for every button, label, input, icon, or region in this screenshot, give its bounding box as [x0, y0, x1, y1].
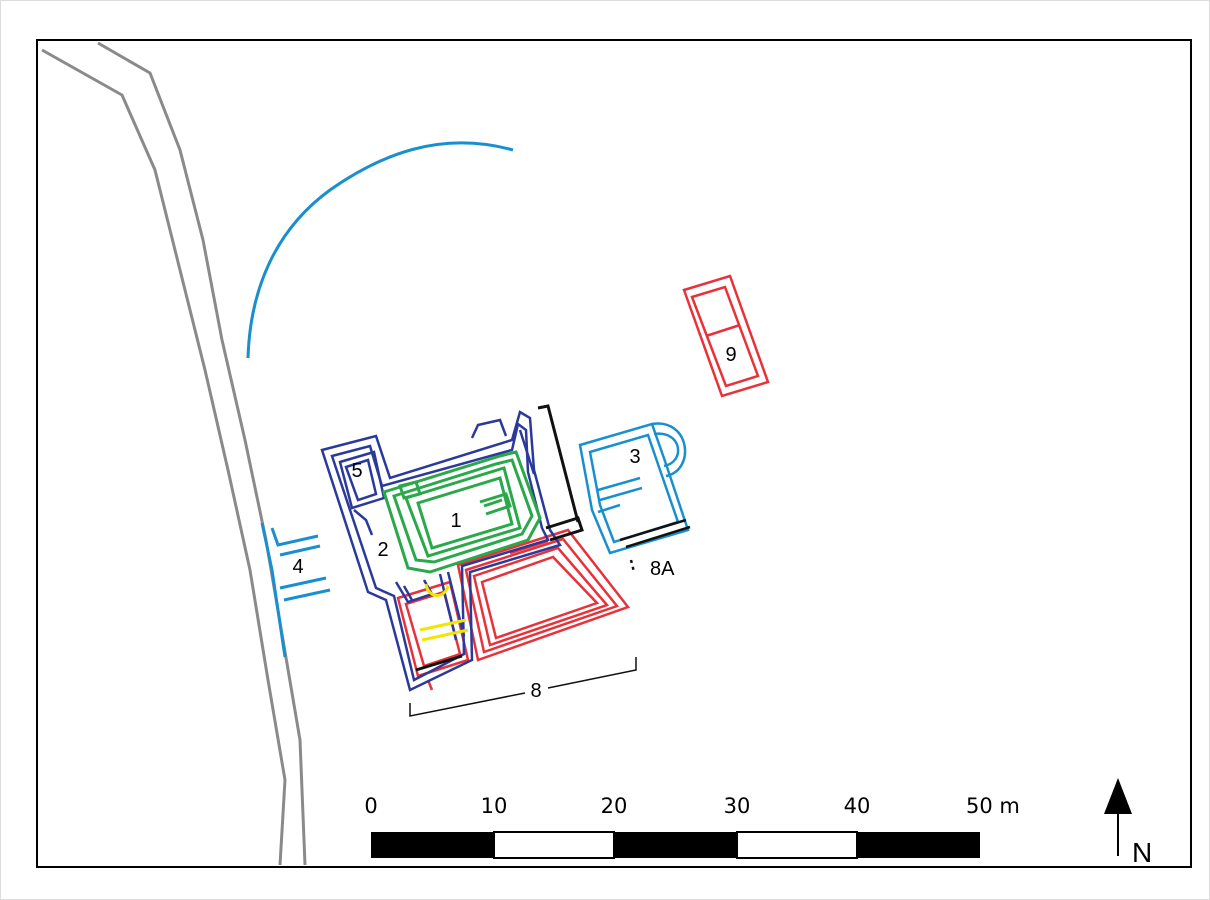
scale-tick-label: 40 [844, 794, 871, 818]
label-wall-8a: 8A [650, 558, 675, 580]
features-yellow [419, 583, 469, 642]
label-building-2: 2 [377, 539, 388, 561]
walls-black [415, 404, 584, 672]
enclosure-8-ring-4 [480, 555, 600, 640]
scale-segment-5 [857, 832, 980, 858]
complex-north-bay [470, 418, 508, 439]
scale-segment-2 [493, 831, 615, 859]
building-1-cella-inner [416, 476, 514, 550]
structure-4-spine [260, 522, 287, 658]
wall-8a-line-2 [619, 518, 687, 542]
building-5-room-inner [344, 458, 378, 502]
bracket-8-right [547, 657, 637, 689]
yellow-bar-2 [421, 628, 469, 642]
building-1-outer-2 [392, 458, 534, 564]
yellow-apse [424, 583, 450, 597]
wall-8a-line [625, 525, 691, 549]
complex-inner-wall [438, 573, 458, 641]
building-3-stub [597, 503, 621, 514]
building-3-partition-2 [599, 486, 643, 502]
scale-segment-3 [614, 832, 737, 858]
label-structure-4: 4 [292, 556, 303, 578]
building-3-partition [597, 476, 641, 492]
scale-tick-label: 50 m [966, 794, 1020, 818]
building-1-porch [398, 480, 422, 500]
enclosure-8-west [396, 580, 470, 678]
label-building-3: 3 [629, 446, 640, 468]
building-9 [682, 274, 770, 398]
north-label: N [1132, 837, 1152, 868]
black-wall-south [415, 654, 463, 672]
enclosure-8-ring-3 [472, 546, 610, 647]
building-3-apse-inner [653, 432, 680, 468]
scale-segment-1 [371, 832, 494, 858]
building-1-podium-line [483, 498, 503, 508]
complex-south-room-divider [402, 585, 414, 601]
scale-segment-4 [736, 831, 858, 859]
building-1-podium [479, 492, 512, 516]
bracket-8 [409, 657, 637, 717]
road-west-edge [41, 48, 287, 866]
structure-4-arm-3 [279, 576, 327, 590]
scale-tick-label: 30 [724, 794, 751, 818]
building-5-room [338, 450, 386, 510]
label-enclosure-8: 8 [530, 680, 541, 702]
label-building-9: 9 [725, 344, 736, 366]
north-arrow-icon: N [1104, 778, 1152, 868]
black-wall-corner [545, 516, 584, 542]
scale-tick-label: 0 [364, 794, 377, 818]
complex-navy-outer [320, 410, 562, 692]
building-9-outer [682, 274, 770, 398]
wall-8a-dash [629, 559, 636, 573]
building-9-inner [690, 285, 760, 388]
building-9-divider [705, 323, 741, 338]
road [41, 41, 307, 866]
structure-4 [260, 522, 331, 658]
scale-bar: 0 10 20 30 40 50 m [364, 794, 1020, 859]
building-1-cella [404, 466, 522, 558]
structure-4-arm-2 [279, 544, 321, 557]
building-3-apse [651, 422, 687, 478]
scale-tick-label: 10 [481, 794, 508, 818]
complex-inner-wall-2 [446, 571, 466, 637]
bracket-8-left [409, 692, 526, 717]
ditch-arc [246, 141, 514, 359]
enclosure-8-ring-2 [464, 537, 620, 654]
label-building-1: 1 [450, 510, 461, 532]
structure-4-arm-1 [270, 527, 319, 547]
complex-east-wall [518, 429, 536, 475]
building-1 [382, 450, 542, 574]
yellow-bar-1 [419, 618, 467, 632]
complex-navy-inner [330, 421, 550, 682]
enclosure-8-west-inner [404, 590, 462, 668]
building-1-outer [382, 450, 542, 574]
black-wall-east [537, 404, 580, 523]
structure-4-arm-4 [283, 588, 331, 602]
room-2-wall [353, 509, 374, 536]
road-east-edge [97, 41, 307, 866]
north-arrow-head [1104, 778, 1132, 814]
wall-8a [619, 518, 691, 573]
map-frame [36, 39, 1192, 868]
scale-tick-label: 20 [601, 794, 628, 818]
label-building-5: 5 [351, 460, 362, 482]
